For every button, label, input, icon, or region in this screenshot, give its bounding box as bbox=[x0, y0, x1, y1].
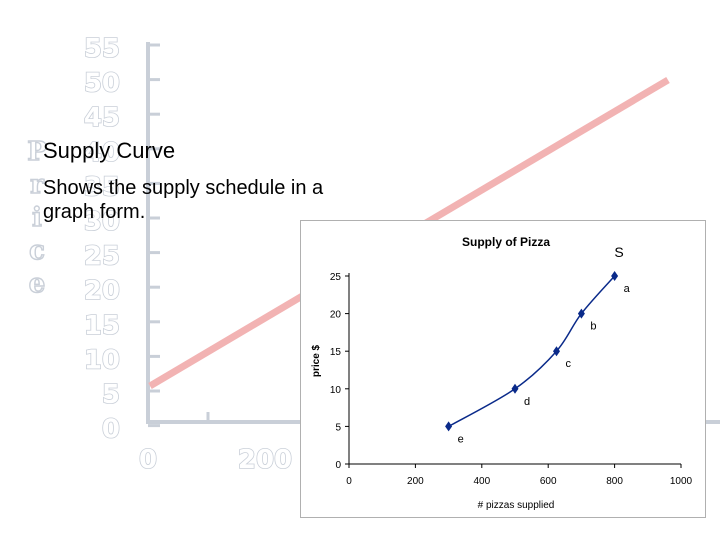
supply-point-marker bbox=[611, 271, 619, 281]
y-tick-label: 15 bbox=[330, 347, 342, 358]
x-tick-label: 800 bbox=[606, 476, 623, 487]
supply-point-label: a bbox=[624, 283, 631, 295]
background-axis-letter: e bbox=[29, 269, 46, 299]
supply-point-label: e bbox=[458, 433, 464, 445]
background-x-tick-label: 0 bbox=[139, 445, 157, 475]
y-tick-label: 10 bbox=[330, 385, 342, 396]
axis-ticks: 0 5 10 15 20 25 0 200 400 600 800 1000 bbox=[330, 272, 693, 487]
supply-point-marker bbox=[577, 308, 585, 319]
y-tick-label: 0 bbox=[335, 460, 341, 471]
x-tick-label: 400 bbox=[473, 476, 490, 487]
background-y-tick-label: 30 bbox=[84, 207, 120, 237]
background-axis-letter: P bbox=[27, 137, 47, 167]
background-y-tick-label: 35 bbox=[84, 172, 120, 202]
supply-curve-line bbox=[448, 275, 616, 428]
supply-point-label: b bbox=[590, 321, 596, 333]
supply-point-marker bbox=[511, 383, 519, 394]
supply-points: e d c b a bbox=[445, 271, 631, 445]
background-y-tick-label: 40 bbox=[84, 138, 120, 168]
background-axis-letter: r bbox=[30, 170, 44, 200]
background-y-tick-label: 25 bbox=[84, 242, 120, 272]
supply-point-label: c bbox=[566, 358, 572, 370]
background-y-tick-label: 20 bbox=[84, 276, 120, 306]
series-name-label: S bbox=[614, 244, 623, 260]
background-axis-letter: c bbox=[29, 236, 45, 266]
background-y-tick-label: 50 bbox=[84, 69, 120, 99]
x-tick-label: 600 bbox=[540, 476, 557, 487]
supply-point-marker bbox=[553, 346, 560, 357]
y-tick-label: 20 bbox=[330, 310, 342, 321]
supply-point-label: d bbox=[524, 396, 530, 408]
slide-body-text: Shows the supply schedule in a graph for… bbox=[43, 177, 324, 223]
y-tick-label: 25 bbox=[330, 272, 342, 283]
y-tick-label: 5 bbox=[335, 422, 341, 433]
background-axis-letter: i bbox=[32, 203, 42, 233]
background-y-tick-marks bbox=[148, 43, 160, 428]
x-axis-label: # pizzas supplied bbox=[478, 500, 555, 511]
x-tick-label: 1000 bbox=[670, 476, 693, 487]
x-tick-label: 0 bbox=[346, 476, 352, 487]
chart-title: Supply of Pizza bbox=[462, 235, 550, 249]
supply-point-marker bbox=[445, 421, 453, 432]
y-axis-label: price $ bbox=[311, 344, 322, 377]
supply-chart: Supply of Pizza S price $ # pizzas suppl… bbox=[311, 235, 693, 511]
x-tick-label: 200 bbox=[407, 476, 424, 487]
slide-title: Supply Curve bbox=[43, 138, 176, 163]
supply-chart-panel: Supply of Pizza S price $ # pizzas suppl… bbox=[300, 220, 706, 518]
background-y-tick-label: 5 bbox=[102, 380, 120, 410]
background-y-tick-label: 0 bbox=[102, 415, 120, 445]
background-y-tick-label: 45 bbox=[84, 103, 120, 133]
background-y-tick-label: 10 bbox=[84, 345, 120, 375]
background-y-tick-label: 55 bbox=[84, 34, 120, 64]
background-x-ticks: 0 200 bbox=[138, 412, 327, 476]
background-x-tick-label: 200 bbox=[238, 445, 292, 475]
background-y-tick-label: 15 bbox=[84, 311, 120, 341]
